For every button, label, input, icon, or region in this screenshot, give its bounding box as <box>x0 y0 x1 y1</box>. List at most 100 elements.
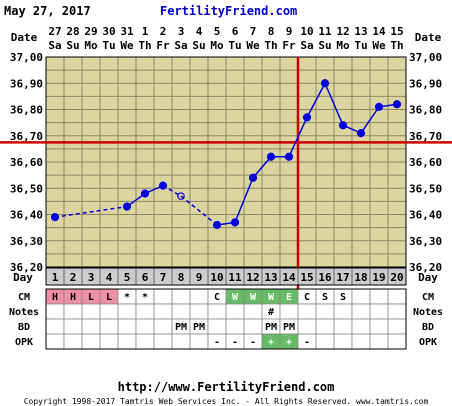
obs-cell <box>333 318 353 335</box>
obs-cell <box>117 333 137 350</box>
day-tick-label: 5 <box>124 271 131 284</box>
y-tick-label-right: 37,00 <box>409 51 442 64</box>
obs-cell <box>171 288 191 305</box>
obs-cell-value: H <box>52 292 58 303</box>
obs-cell <box>369 303 389 320</box>
obs-cell <box>63 333 83 350</box>
obs-cell <box>387 303 407 320</box>
weekday-tick-label: Tu <box>354 39 367 52</box>
temp-point <box>140 189 150 198</box>
date-tick-label: 12 <box>336 25 349 38</box>
obs-cell <box>387 333 407 350</box>
day-tick-label: 4 <box>106 271 113 284</box>
temp-point <box>212 220 222 230</box>
obs-cell <box>63 303 83 320</box>
weekday-tick-label: Tu <box>228 39 241 52</box>
y-tick-label-right: 36,80 <box>409 104 442 117</box>
date-tick-label: 3 <box>178 25 185 38</box>
date-tick-label: 2 <box>160 25 167 38</box>
obs-cell <box>81 318 101 335</box>
temp-line-segment <box>306 82 326 118</box>
temp-line-segment <box>234 177 254 223</box>
obs-cell <box>117 318 137 335</box>
obs-cell <box>297 303 317 320</box>
y-tick-label-right: 36,40 <box>409 209 442 222</box>
date-tick-label: 28 <box>66 25 79 38</box>
y-tick-label-left: 36,70 <box>10 130 43 143</box>
weekday-tick-label: Th <box>390 39 403 52</box>
date-tick-label: 10 <box>300 25 313 38</box>
temp-point <box>177 192 185 200</box>
obs-cell <box>171 333 191 350</box>
day-tick-label: 17 <box>336 271 349 284</box>
temp-point <box>122 202 132 211</box>
obs-cell-value: PM <box>175 322 187 333</box>
obs-cell <box>351 318 371 335</box>
temp-point <box>284 152 294 161</box>
obs-cell <box>387 318 407 335</box>
y-tick-label-left: 36,30 <box>10 235 43 248</box>
obs-cell <box>153 318 173 335</box>
obs-cell <box>153 303 173 320</box>
y-tick-label-left: 36,60 <box>10 156 43 169</box>
date-row-label: Date <box>11 31 38 44</box>
date-tick-label: 5 <box>214 25 221 38</box>
weekday-tick-label: Sa <box>48 39 61 52</box>
obs-cell <box>135 303 155 320</box>
header-bar: May 27, 2017 FertilityFriend.com <box>0 0 452 20</box>
temp-point <box>338 121 348 130</box>
obs-cell-value: PM <box>193 322 205 333</box>
obs-cell <box>153 333 173 350</box>
temp-point <box>230 218 240 227</box>
obs-cell-value: * <box>142 292 148 303</box>
obs-cell-value: - <box>304 337 310 348</box>
day-tick-label: 18 <box>354 271 367 284</box>
temp-point <box>248 173 258 182</box>
obs-cell <box>315 303 335 320</box>
obs-cell-value: L <box>88 292 94 303</box>
obs-cell-value: H <box>70 292 76 303</box>
day-tick-label: 7 <box>160 271 167 284</box>
obs-cell <box>63 318 83 335</box>
temp-line-segment <box>324 82 344 126</box>
obs-cell-value: E <box>286 292 292 303</box>
obs-cell <box>135 333 155 350</box>
obs-cell <box>81 333 101 350</box>
day-tick-label: 3 <box>88 271 95 284</box>
weekday-tick-label: Su <box>318 39 331 52</box>
obs-cell <box>243 303 263 320</box>
obs-row-label-right: Notes <box>413 307 443 318</box>
day-tick-label: 20 <box>390 271 403 284</box>
footer-url[interactable]: http://www.FertilityFriend.com <box>117 380 335 394</box>
obs-cell-value: * <box>124 292 130 303</box>
weekday-tick-label: Fr <box>282 39 296 52</box>
weekday-tick-label: Su <box>192 39 205 52</box>
obs-cell <box>153 288 173 305</box>
obs-cell <box>369 288 389 305</box>
date-tick-label: 29 <box>84 25 97 38</box>
day-tick-label: 15 <box>300 271 313 284</box>
day-row-label: Day <box>13 271 33 284</box>
obs-cell <box>225 318 245 335</box>
date-tick-label: 6 <box>232 25 239 38</box>
obs-cell <box>351 288 371 305</box>
date-tick-label: 7 <box>250 25 257 38</box>
obs-cell <box>369 333 389 350</box>
date-tick-label: 1 <box>142 25 149 38</box>
temp-line-segment <box>180 195 218 226</box>
temp-point <box>266 152 276 161</box>
obs-cell-value: C <box>214 292 220 303</box>
obs-cell <box>117 303 137 320</box>
date-tick-label: 11 <box>318 25 332 38</box>
temp-line-segment <box>54 205 128 218</box>
date-tick-label: 15 <box>390 25 403 38</box>
obs-cell-value: + <box>268 337 274 348</box>
temp-point <box>374 102 384 111</box>
obs-cell-value: - <box>214 337 220 348</box>
weekday-tick-label: Th <box>138 39 151 52</box>
y-tick-label-right: 36,60 <box>409 156 442 169</box>
temp-point <box>158 181 168 190</box>
chart-date: May 27, 2017 <box>4 4 91 18</box>
temp-line-segment <box>288 117 308 158</box>
brand-title[interactable]: FertilityFriend.com <box>160 4 298 18</box>
